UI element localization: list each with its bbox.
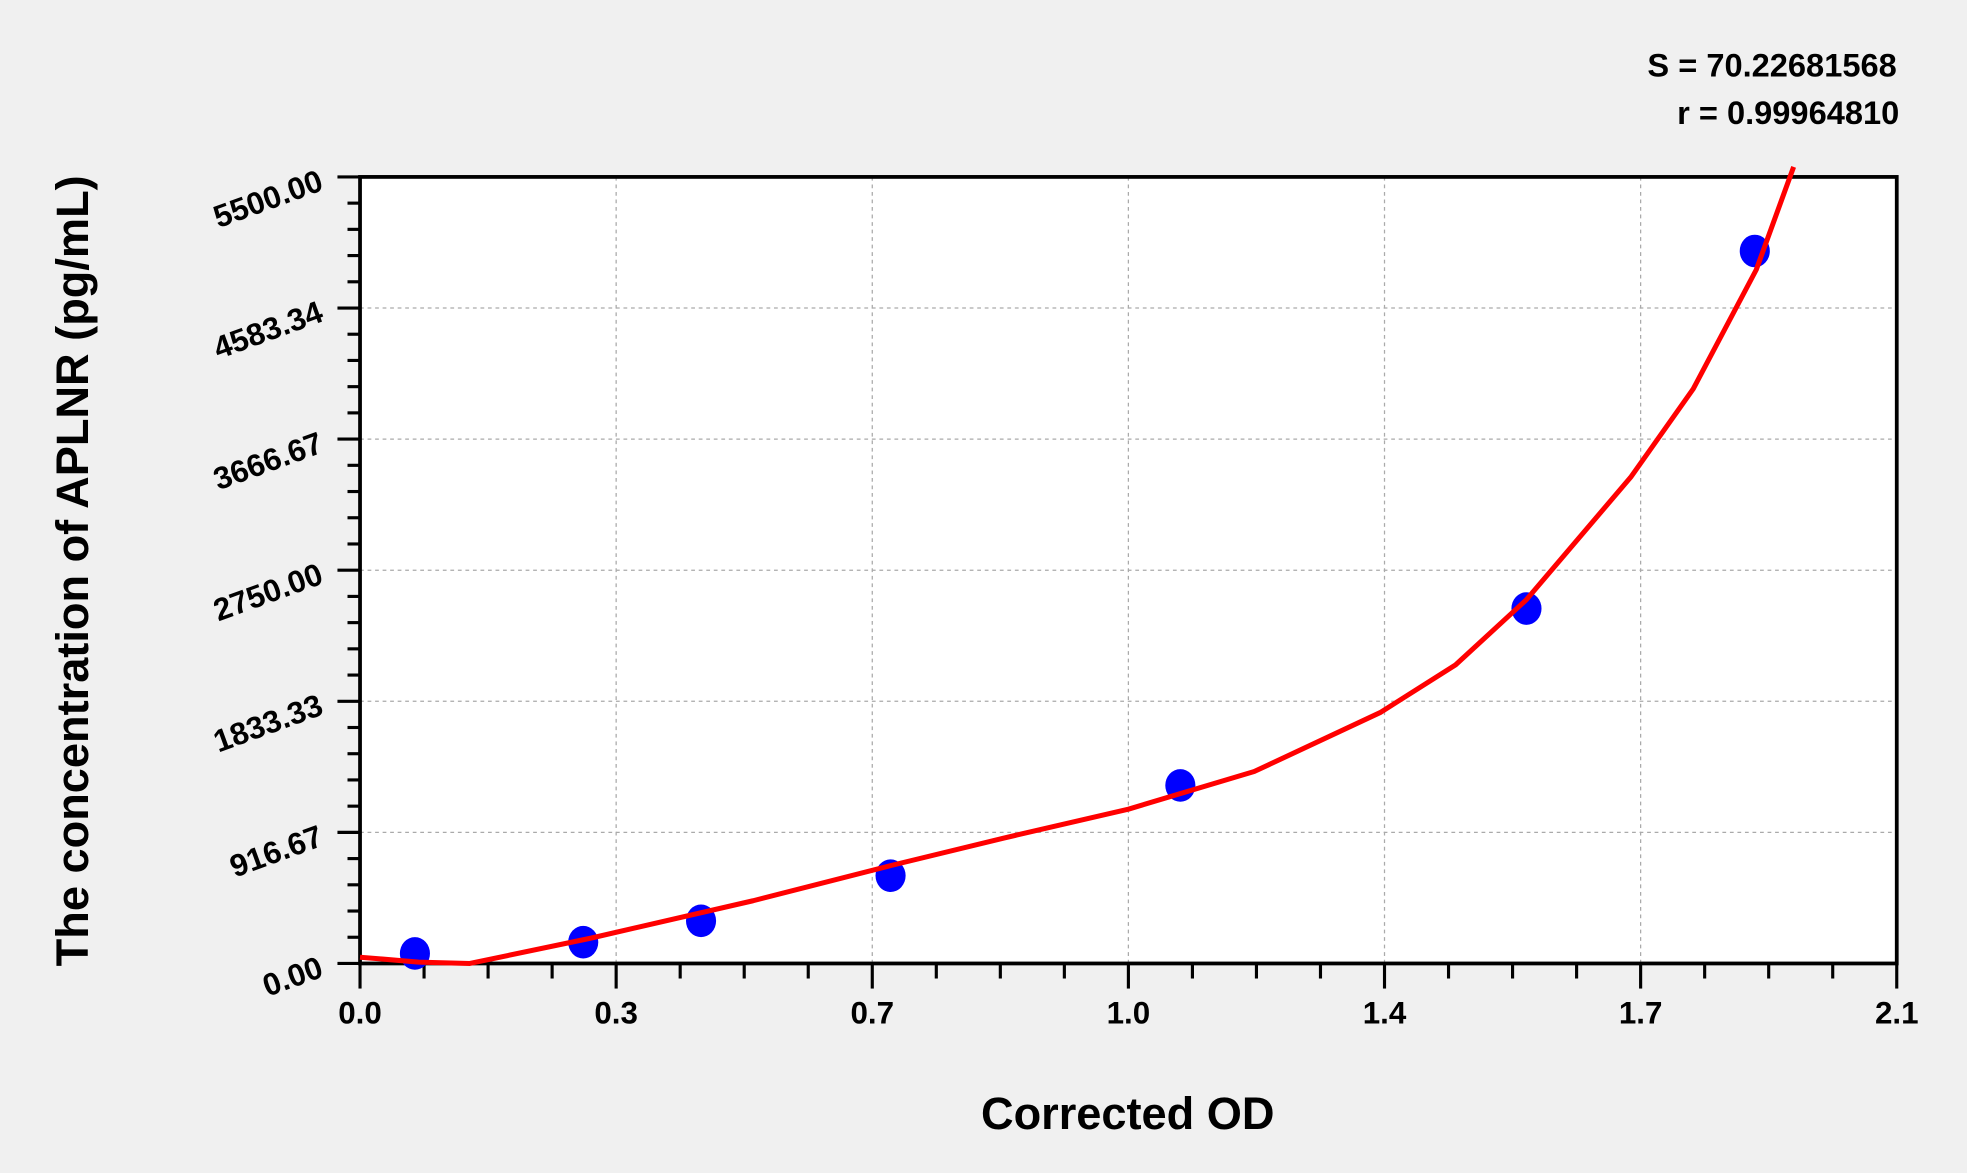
y-tick-label: 916.67	[225, 819, 327, 885]
plot-frame	[358, 175, 1899, 966]
y-tick-label: 2750.00	[209, 556, 327, 628]
y-axis-title: The concentration of APLNR (pg/mL)	[47, 175, 98, 966]
x-tick-label: 0.3	[594, 996, 638, 1031]
y-tick-label: 3666.67	[209, 425, 327, 497]
stat-s: S = 70.22681568	[1647, 47, 1896, 84]
x-tick-label: 1.7	[1619, 996, 1663, 1031]
x-tick-label: 2.1	[1875, 996, 1919, 1031]
axis-ticks	[337, 175, 1899, 989]
x-tick-label: 1.4	[1363, 996, 1407, 1031]
y-tick-label: 5500.00	[209, 163, 327, 235]
data-point	[1511, 592, 1542, 625]
x-tick-labels: 0.0 0.3 0.7 1.0 1.4 1.7 2.1	[338, 996, 1918, 1031]
y-tick-label: 1833.33	[209, 688, 327, 760]
y-tick-label: 4583.34	[209, 294, 328, 366]
x-tick-label: 0.7	[850, 996, 894, 1031]
y-tick-labels: 0.00 916.67 1833.33 2750.00 3666.67 4583.34 55…	[209, 163, 328, 1003]
grid-lines	[360, 176, 1897, 964]
y-tick-label: 0.00	[258, 950, 327, 1004]
stat-r: r = 0.99964810	[1677, 94, 1899, 131]
data-point	[399, 937, 430, 970]
x-tick-label: 1.0	[1107, 996, 1151, 1031]
fit-curve	[359, 166, 1796, 966]
x-tick-label: 0.0	[338, 996, 382, 1031]
x-axis-title: Corrected OD	[981, 1088, 1275, 1139]
